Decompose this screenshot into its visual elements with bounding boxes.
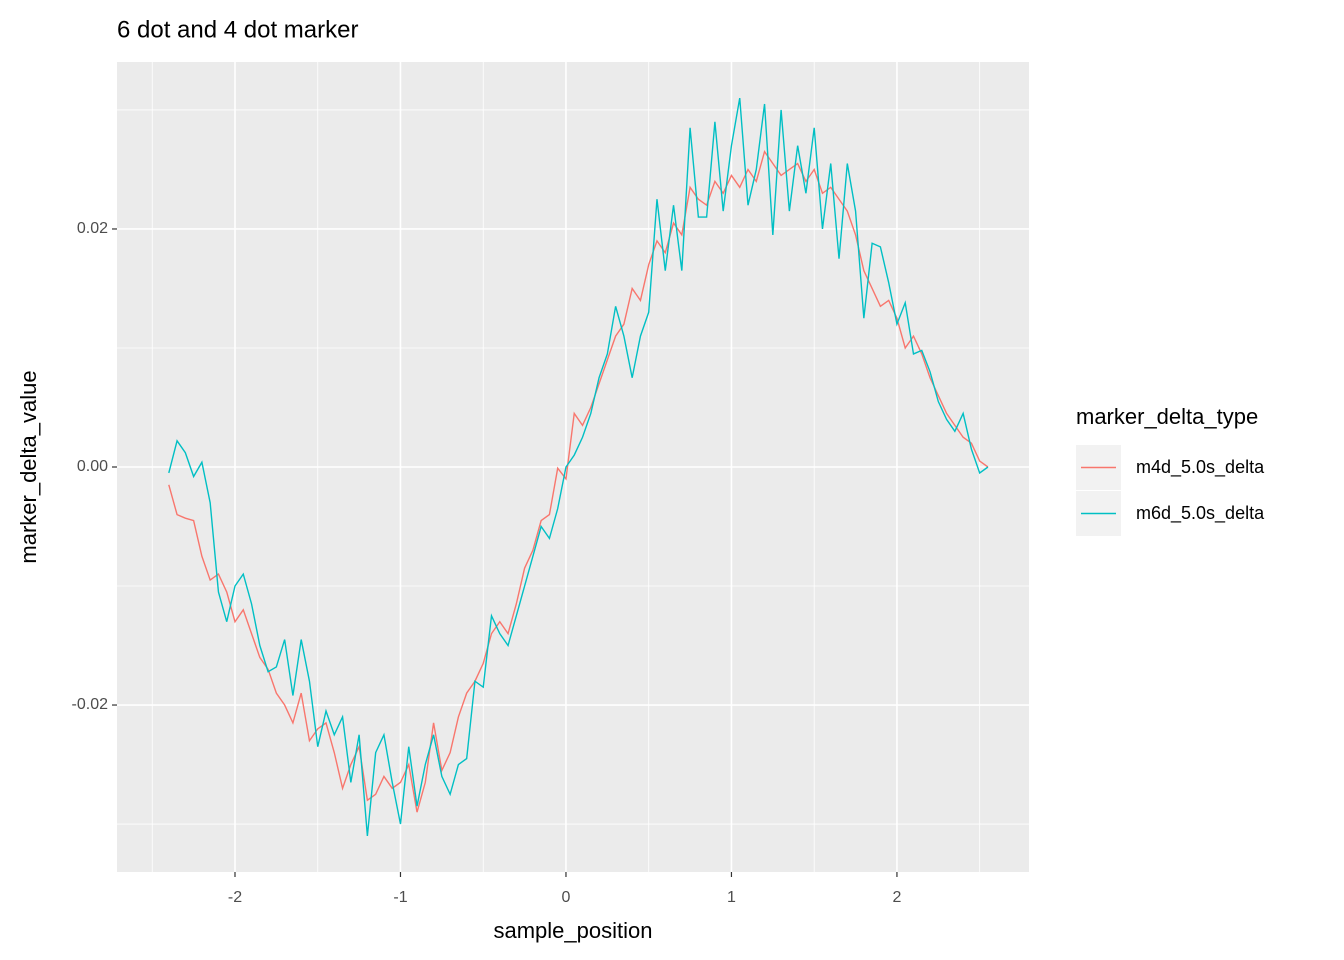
data-line <box>168 149 989 813</box>
y-tick-label: 0.00 <box>77 458 108 475</box>
x-tick-label: -2 <box>228 889 242 906</box>
x-tick-label: 2 <box>892 889 901 906</box>
legend-title: marker_delta_type <box>1076 404 1258 429</box>
data-line <box>168 97 989 837</box>
x-tick-label: -1 <box>393 889 407 906</box>
x-tick-label: 0 <box>562 889 571 906</box>
legend-label: m6d_5.0s_delta <box>1136 503 1265 524</box>
y-tick-label: -0.02 <box>72 696 109 713</box>
x-tick-label: 1 <box>727 889 736 906</box>
y-tick-label: 0.02 <box>77 220 108 237</box>
x-axis-label: sample_position <box>494 918 653 943</box>
y-axis-label: marker_delta_value <box>16 370 41 563</box>
legend-label: m4d_5.0s_delta <box>1136 457 1265 478</box>
chart-title: 6 dot and 4 dot marker <box>117 16 358 43</box>
